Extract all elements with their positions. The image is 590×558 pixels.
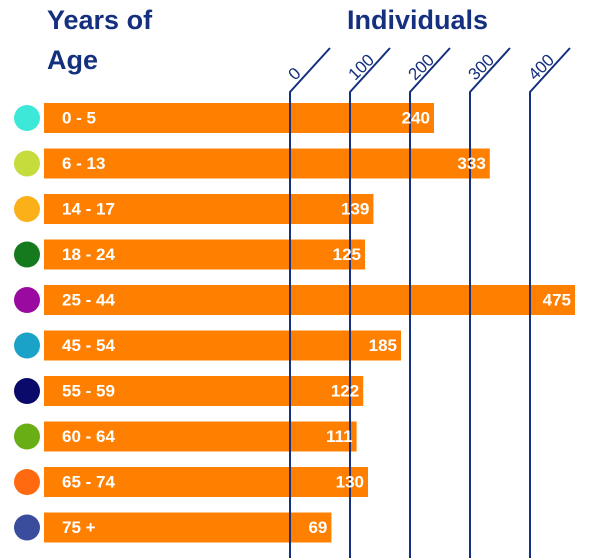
value-label: 130 <box>336 472 364 491</box>
category-label: 60 - 64 <box>62 427 115 446</box>
axis-line <box>289 47 331 558</box>
x-tick-label: 0 <box>285 64 305 84</box>
bar <box>44 103 434 133</box>
value-label: 333 <box>457 154 485 173</box>
bar <box>44 421 357 452</box>
bar <box>44 148 490 179</box>
category-label: 0 - 5 <box>62 108 96 127</box>
bar <box>44 194 374 224</box>
legend-dot <box>14 378 40 404</box>
x-tick-label: 300 <box>465 51 498 84</box>
category-label: 6 - 13 <box>62 154 105 173</box>
bar <box>44 285 575 315</box>
value-label: 122 <box>331 381 359 400</box>
y-label: Years of <box>47 5 153 35</box>
value-label: 240 <box>402 108 430 127</box>
value-label: 111 <box>326 427 353 446</box>
legend-dot <box>14 469 40 495</box>
x-tick-label: 100 <box>345 51 378 84</box>
value-label: 185 <box>369 336 397 355</box>
category-label: 18 - 24 <box>62 245 115 264</box>
category-label: 45 - 54 <box>62 336 115 355</box>
y-label: Age <box>47 45 98 75</box>
category-label: 65 - 74 <box>62 472 115 491</box>
axis-line <box>529 47 571 558</box>
x-tick-label: 200 <box>405 51 438 84</box>
legend-dot <box>14 241 40 268</box>
value-label: 139 <box>341 199 369 218</box>
x-tick-label: 400 <box>525 51 558 84</box>
bar <box>44 512 332 543</box>
legend-dot <box>14 287 40 313</box>
bar <box>44 330 401 361</box>
value-label: 475 <box>543 290 571 309</box>
bar <box>44 376 364 406</box>
category-label: 75 + <box>62 518 96 537</box>
axis-line <box>409 47 451 558</box>
category-label: 55 - 59 <box>62 381 115 400</box>
legend-dot <box>14 514 40 541</box>
legend-dot <box>14 105 40 131</box>
legend-dot <box>14 150 40 177</box>
value-label: 69 <box>308 518 327 537</box>
axis-line <box>469 47 511 558</box>
legend-dot <box>14 332 40 359</box>
bar <box>44 467 368 497</box>
value-label: 125 <box>333 245 361 264</box>
bar <box>44 239 365 270</box>
category-label: 25 - 44 <box>62 290 115 309</box>
legend-dot <box>14 423 40 450</box>
category-label: 14 - 17 <box>62 199 115 218</box>
legend-dot <box>14 196 40 222</box>
x-label: Individuals <box>347 5 488 35</box>
axis-line <box>349 47 391 558</box>
